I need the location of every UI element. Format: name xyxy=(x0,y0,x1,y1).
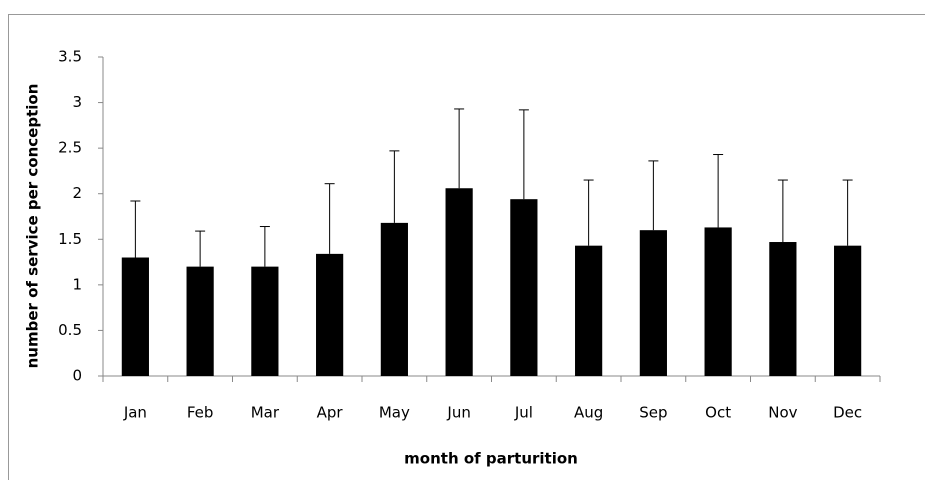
y-tick-label: 0.5 xyxy=(58,321,82,339)
x-tick-label: May xyxy=(379,404,410,422)
y-tick-label: 2 xyxy=(72,184,82,202)
x-tick-label: Sep xyxy=(639,404,667,422)
bar xyxy=(704,227,732,376)
bar xyxy=(251,266,279,376)
y-tick-label: 2.5 xyxy=(58,139,82,157)
x-tick-label: Dec xyxy=(833,404,862,422)
bar xyxy=(510,199,538,376)
x-tick-label: Mar xyxy=(251,404,280,422)
bar xyxy=(316,253,344,376)
bar xyxy=(575,245,603,376)
bar xyxy=(445,188,473,376)
x-tick-label: Jun xyxy=(446,404,470,422)
x-tick-label: Jul xyxy=(514,404,533,422)
y-axis-label: number of service per conception xyxy=(24,84,42,369)
bar xyxy=(380,222,408,376)
x-tick-label: Feb xyxy=(187,404,214,422)
y-tick-label: 3.5 xyxy=(58,48,82,66)
bar xyxy=(769,242,797,376)
x-tick-label: Nov xyxy=(768,404,797,422)
x-tick-label: Apr xyxy=(317,404,344,422)
y-tick-label: 1 xyxy=(72,275,82,293)
bar xyxy=(186,266,214,376)
x-axis-label: month of parturition xyxy=(404,450,578,468)
chart-border xyxy=(8,14,925,480)
x-tick-label: Oct xyxy=(705,404,731,422)
x-tick-label: Jan xyxy=(123,404,147,422)
y-tick-label: 1.5 xyxy=(58,230,82,248)
bar xyxy=(639,230,667,376)
bar xyxy=(121,257,149,376)
y-tick-label: 0 xyxy=(72,367,82,385)
bar xyxy=(834,245,862,376)
x-tick-label: Aug xyxy=(574,404,603,422)
y-tick-label: 3 xyxy=(72,93,82,111)
